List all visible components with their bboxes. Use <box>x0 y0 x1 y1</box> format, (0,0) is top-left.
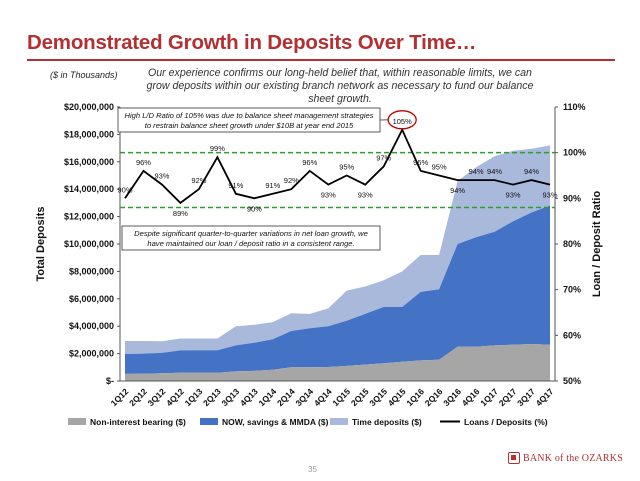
ratio-data-label: 91% <box>265 181 280 190</box>
y2-tick-label: 90% <box>563 193 581 203</box>
x-tick-label: 1Q15 <box>330 386 352 408</box>
y-tick-label: $12,000,000 <box>64 212 114 222</box>
x-tick-label: 3Q12 <box>146 386 168 408</box>
x-tick-label: 2Q14 <box>275 386 297 408</box>
y-tick-label: $20,000,000 <box>64 102 114 112</box>
x-tick-label: 3Q13 <box>220 386 242 408</box>
y2-tick-label: 50% <box>563 376 581 386</box>
ratio-line <box>124 127 551 205</box>
ratio-data-label: 96% <box>136 158 151 167</box>
y-tick-label: $8,000,000 <box>69 266 114 276</box>
y-tick-label: $16,000,000 <box>64 157 114 167</box>
x-tick-label: 2Q12 <box>127 386 149 408</box>
legend-ratio-label: Loans / Deposits (%) <box>464 417 548 427</box>
legend-time-deposits-label: Time deposits ($) <box>352 417 422 427</box>
y-tick-label: $14,000,000 <box>64 184 114 194</box>
annotation-consistent-range-box <box>121 225 381 251</box>
annotation-high-ratio-text: High L/D Ratio of 105% was due to balanc… <box>124 111 373 120</box>
annotation-high-ratio-box <box>117 107 381 133</box>
units-note: ($ in Thousands) <box>50 70 118 80</box>
ratio-data-label: 95% <box>432 163 447 172</box>
ratio-data-label: 92% <box>284 176 299 185</box>
x-tick-label: 2Q16 <box>423 386 445 408</box>
ratio-data-label: 93% <box>154 172 169 181</box>
area-time-deposits <box>125 145 550 354</box>
page-number: 35 <box>308 465 317 474</box>
x-tick-label: 3Q17 <box>515 386 537 408</box>
x-tick-label: 1Q13 <box>183 386 205 408</box>
y-tick-label: $18,000,000 <box>64 129 114 139</box>
x-tick-label: 1Q16 <box>404 386 426 408</box>
ratio-data-label: 90% <box>247 204 262 213</box>
x-tick-label: 2Q15 <box>349 386 371 408</box>
ratio-data-label: 90% <box>117 185 132 194</box>
bank-logo: BANK of the OZARKS <box>508 452 623 464</box>
ratio-data-label: 99% <box>210 144 225 153</box>
y2-tick-label: 100% <box>563 148 586 158</box>
legend-non-interest-label: Non-interest bearing ($) <box>90 417 186 427</box>
ratio-data-label: 96% <box>413 158 428 167</box>
y2-axis-title: Loan / Deposit Ratio <box>591 191 603 298</box>
x-tick-label: 4Q14 <box>312 386 334 408</box>
x-tick-label: 1Q14 <box>256 386 278 408</box>
annotation-consistent-range-text: have maintained our loan / deposit ratio… <box>147 239 354 248</box>
y-tick-label: $2,000,000 <box>69 349 114 359</box>
x-tick-label: 3Q16 <box>441 386 463 408</box>
ratio-data-label: 93% <box>321 191 336 200</box>
bank-logo-icon <box>508 452 520 464</box>
ratio-data-label: 92% <box>191 176 206 185</box>
ratio-data-label: 94% <box>524 167 539 176</box>
x-tick-label: 4Q12 <box>164 386 186 408</box>
annotation-consistent-range-text: Despite significant quarter-to-quarter v… <box>134 229 368 238</box>
slide-subtitle: Our experience confirms our long-held be… <box>146 67 534 105</box>
legend-now-savings-swatch <box>200 418 218 425</box>
legend-time-deposits-swatch <box>330 418 348 425</box>
annotation-high-ratio-text: to restrain balance sheet growth under $… <box>145 121 354 130</box>
y-tick-label: $10,000,000 <box>64 239 114 249</box>
y-tick-label: $- <box>106 376 114 386</box>
ratio-data-label: 94% <box>450 186 465 195</box>
ratio-data-label: 93% <box>506 191 521 200</box>
y-tick-label: $4,000,000 <box>69 321 114 331</box>
slide-title: Demonstrated Growth in Deposits Over Tim… <box>27 31 477 54</box>
ratio-data-label: 95% <box>339 163 354 172</box>
x-tick-label: 4Q16 <box>460 386 482 408</box>
legend-now-savings-label: NOW, savings & MMDA ($) <box>222 417 329 427</box>
ratio-data-label: 93% <box>542 191 557 200</box>
ratio-data-label: 91% <box>228 181 243 190</box>
title-rule <box>27 59 615 61</box>
y2-tick-label: 80% <box>563 239 581 249</box>
ratio-data-label: 94% <box>469 167 484 176</box>
y-tick-label: $6,000,000 <box>69 294 114 304</box>
ratio-data-label: 96% <box>302 158 317 167</box>
x-tick-label: 3Q15 <box>367 386 389 408</box>
y-axis-title: Total Deposits <box>35 207 47 282</box>
x-tick-label: 1Q12 <box>109 386 131 408</box>
area-now-savings-mmda <box>125 205 550 374</box>
legend-non-interest-swatch <box>68 418 86 425</box>
y2-tick-label: 70% <box>563 285 581 295</box>
y2-tick-label: 60% <box>563 330 581 340</box>
ratio-data-label: 93% <box>358 191 373 200</box>
x-tick-label: 2Q17 <box>497 386 519 408</box>
x-tick-label: 3Q14 <box>293 386 315 408</box>
x-tick-label: 4Q15 <box>386 386 408 408</box>
bank-logo-text: BANK of the OZARKS <box>523 452 623 464</box>
x-tick-label: 1Q17 <box>478 386 500 408</box>
x-tick-label: 4Q17 <box>534 386 556 408</box>
ratio-data-label: 94% <box>487 167 502 176</box>
x-tick-label: 4Q13 <box>238 386 260 408</box>
x-tick-label: 2Q13 <box>201 386 223 408</box>
ratio-data-label: 89% <box>173 209 188 218</box>
ratio-data-label: 97% <box>376 153 391 162</box>
ratio-data-label: 105% <box>393 117 413 126</box>
area-non-interest-bearing <box>125 344 550 381</box>
y2-tick-label: 110% <box>563 102 586 112</box>
